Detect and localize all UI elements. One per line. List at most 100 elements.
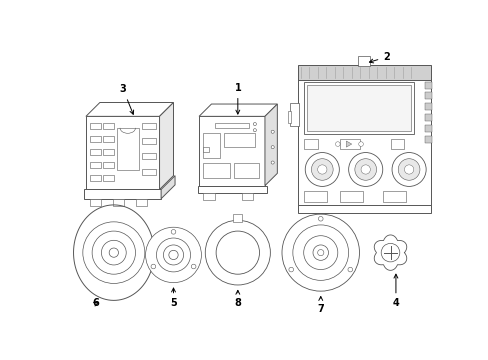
Circle shape <box>391 153 425 186</box>
Circle shape <box>109 248 118 257</box>
Bar <box>90 175 101 181</box>
Circle shape <box>312 245 328 260</box>
Bar <box>287 111 291 122</box>
Bar <box>90 199 101 206</box>
Circle shape <box>335 142 340 147</box>
Circle shape <box>216 231 259 274</box>
Bar <box>142 122 155 129</box>
Bar <box>199 116 264 186</box>
Circle shape <box>101 240 126 265</box>
Circle shape <box>270 130 274 133</box>
Circle shape <box>253 122 256 126</box>
Bar <box>203 133 220 158</box>
Polygon shape <box>161 176 175 199</box>
Circle shape <box>145 227 201 283</box>
Polygon shape <box>264 104 277 186</box>
Circle shape <box>282 214 359 291</box>
Circle shape <box>303 236 337 270</box>
Bar <box>117 128 138 170</box>
Circle shape <box>318 216 323 221</box>
Bar <box>203 147 209 152</box>
Bar <box>142 138 155 144</box>
Circle shape <box>156 238 190 272</box>
Bar <box>86 116 159 189</box>
Circle shape <box>205 220 270 285</box>
Circle shape <box>360 165 369 174</box>
Bar <box>303 82 413 134</box>
Bar <box>90 162 101 168</box>
Circle shape <box>381 243 399 262</box>
Text: 5: 5 <box>170 288 177 309</box>
Bar <box>424 103 431 110</box>
Bar <box>424 82 431 89</box>
Polygon shape <box>346 141 351 147</box>
Bar <box>103 136 114 142</box>
Circle shape <box>311 159 332 180</box>
Circle shape <box>317 249 323 256</box>
Bar <box>390 139 404 149</box>
Bar <box>103 175 114 181</box>
Bar <box>303 191 326 202</box>
Bar <box>197 186 266 193</box>
Bar <box>224 133 254 147</box>
Circle shape <box>317 165 326 174</box>
Bar <box>297 78 430 211</box>
Circle shape <box>82 222 144 283</box>
Circle shape <box>358 142 363 147</box>
Polygon shape <box>203 193 214 199</box>
Bar <box>103 149 114 155</box>
Circle shape <box>171 230 176 234</box>
Bar <box>103 122 114 129</box>
Circle shape <box>163 245 183 265</box>
Circle shape <box>270 145 274 149</box>
Text: 7: 7 <box>317 297 324 314</box>
Circle shape <box>348 153 382 186</box>
Circle shape <box>168 250 178 260</box>
Text: 2: 2 <box>368 52 389 63</box>
Bar <box>113 199 123 206</box>
Bar <box>306 85 410 131</box>
Circle shape <box>305 153 339 186</box>
Circle shape <box>404 165 413 174</box>
Circle shape <box>288 267 293 272</box>
Circle shape <box>92 231 135 274</box>
Polygon shape <box>241 193 253 199</box>
Bar <box>233 163 258 178</box>
Bar <box>297 205 430 213</box>
Bar <box>357 55 369 66</box>
Text: 4: 4 <box>392 274 399 309</box>
Polygon shape <box>84 189 161 199</box>
Bar <box>340 139 359 149</box>
Bar <box>382 191 405 202</box>
Polygon shape <box>159 103 173 189</box>
Bar <box>90 122 101 129</box>
Bar <box>289 103 299 126</box>
Bar <box>214 122 249 128</box>
Bar <box>136 199 147 206</box>
Circle shape <box>270 161 274 164</box>
Text: 6: 6 <box>92 298 99 309</box>
Circle shape <box>347 267 352 272</box>
Bar <box>424 93 431 99</box>
Circle shape <box>191 264 196 269</box>
Circle shape <box>292 225 348 280</box>
Bar <box>340 191 363 202</box>
Bar <box>233 214 242 222</box>
Circle shape <box>151 264 155 269</box>
Bar <box>203 163 230 178</box>
Bar <box>424 136 431 143</box>
Bar <box>90 136 101 142</box>
Circle shape <box>397 159 419 180</box>
Bar <box>297 65 430 80</box>
Bar <box>103 162 114 168</box>
Bar <box>424 125 431 132</box>
Text: 3: 3 <box>120 84 133 114</box>
Polygon shape <box>199 104 277 116</box>
Bar <box>142 169 155 175</box>
Text: 8: 8 <box>234 291 241 309</box>
Circle shape <box>253 129 256 132</box>
Text: 1: 1 <box>234 83 241 114</box>
Circle shape <box>354 159 376 180</box>
Bar <box>424 114 431 121</box>
Bar <box>90 149 101 155</box>
